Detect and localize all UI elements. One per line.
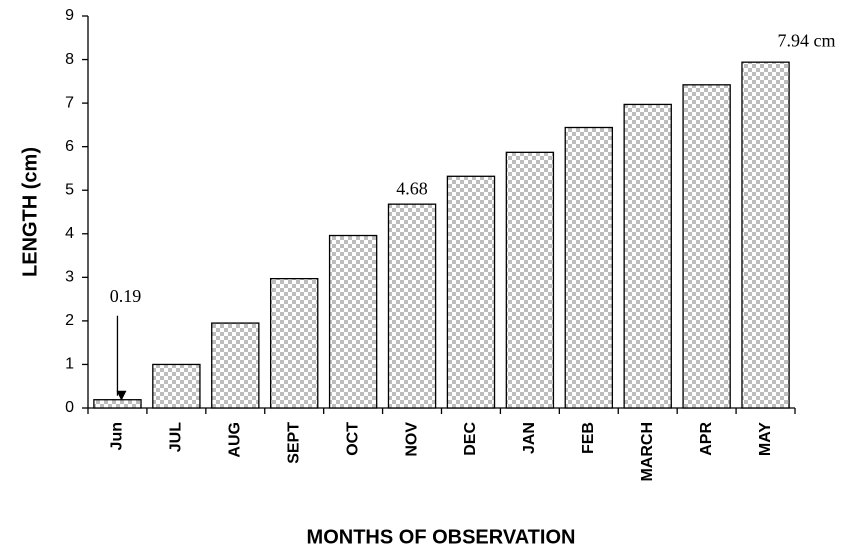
- data-label: 0.19: [110, 286, 142, 306]
- x-tick-label: MARCH: [639, 422, 656, 482]
- bar: [328, 234, 378, 409]
- bar: [682, 84, 731, 409]
- y-tick-label: 1: [65, 356, 74, 373]
- x-tick-label: Jun: [109, 422, 126, 450]
- bar: [152, 363, 201, 409]
- y-tick-label: 2: [65, 312, 74, 329]
- x-tick-label: JUL: [168, 422, 185, 452]
- y-tick-label: 9: [65, 7, 74, 24]
- bar: [387, 203, 437, 409]
- bar: [446, 175, 496, 409]
- x-tick-label: FEB: [580, 422, 597, 454]
- x-tick-label: MAY: [757, 422, 774, 456]
- y-axis-title: LENGTH (cm): [19, 147, 41, 277]
- x-tick-label: DEC: [462, 422, 479, 456]
- y-tick-label: 3: [65, 269, 74, 286]
- bar: [741, 61, 790, 409]
- data-label: 7.94 cm: [778, 30, 836, 50]
- bar: [93, 399, 142, 409]
- bar: [564, 126, 614, 409]
- y-tick-label: 8: [65, 51, 74, 68]
- y-tick-label: 6: [65, 138, 74, 155]
- x-tick-label: OCT: [344, 422, 361, 456]
- x-tick-label: AUG: [227, 422, 244, 458]
- x-tick-label: SEPT: [285, 422, 302, 464]
- x-tick-label: APR: [698, 422, 715, 456]
- bar: [505, 151, 555, 409]
- y-tick-label: 4: [65, 225, 74, 242]
- bar: [623, 103, 672, 409]
- bar: [269, 277, 319, 409]
- y-tick-label: 5: [65, 181, 74, 198]
- x-tick-label: JAN: [521, 422, 538, 454]
- y-tick-label: 0: [65, 399, 74, 416]
- y-tick-label: 7: [65, 94, 74, 111]
- x-axis-title: MONTHS OF OBSERVATION: [307, 526, 576, 548]
- data-label: 4.68: [396, 178, 428, 198]
- bar: [211, 322, 260, 409]
- x-tick-label: NOV: [403, 422, 420, 457]
